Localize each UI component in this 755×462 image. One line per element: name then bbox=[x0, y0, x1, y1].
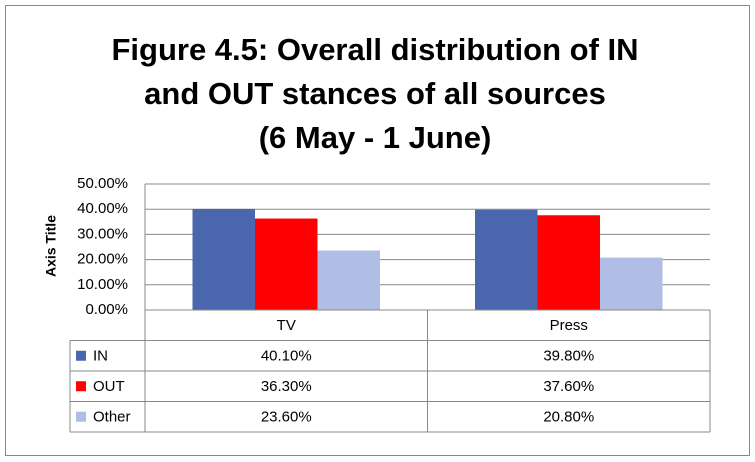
chart-title: Figure 4.5: Overall distribution of IN bbox=[111, 32, 638, 67]
table-value: 37.60% bbox=[543, 378, 594, 395]
legend-label: IN bbox=[93, 348, 108, 365]
legend-label: OUT bbox=[93, 378, 125, 395]
y-tick-label: 40.00% bbox=[77, 200, 128, 217]
bar bbox=[317, 250, 380, 310]
legend-key bbox=[76, 381, 86, 392]
legend-label: Other bbox=[93, 409, 131, 426]
y-tick-label: 0.00% bbox=[85, 301, 128, 318]
y-tick-label: 30.00% bbox=[77, 225, 128, 242]
table-value: 39.80% bbox=[543, 348, 594, 365]
bar bbox=[475, 209, 538, 310]
table-value: 20.80% bbox=[543, 409, 594, 426]
chart-border bbox=[5, 5, 750, 456]
y-axis-title: Axis Title bbox=[43, 215, 59, 277]
chart-title: (6 May - 1 June) bbox=[259, 120, 492, 155]
legend-key bbox=[76, 411, 86, 422]
bar bbox=[537, 215, 600, 310]
y-tick-label: 50.00% bbox=[77, 175, 128, 192]
y-tick-label: 10.00% bbox=[77, 276, 128, 293]
bar bbox=[192, 208, 255, 310]
table-value: 23.60% bbox=[261, 409, 312, 426]
x-tick-label: TV bbox=[277, 317, 296, 334]
legend-key bbox=[76, 350, 86, 361]
table-value: 40.10% bbox=[261, 348, 312, 365]
bar bbox=[600, 257, 663, 310]
table-value: 36.30% bbox=[261, 378, 312, 395]
y-tick-label: 20.00% bbox=[77, 251, 128, 268]
chart-title: and OUT stances of all sources bbox=[144, 76, 606, 111]
x-tick-label: Press bbox=[550, 317, 588, 334]
bar bbox=[255, 218, 318, 310]
